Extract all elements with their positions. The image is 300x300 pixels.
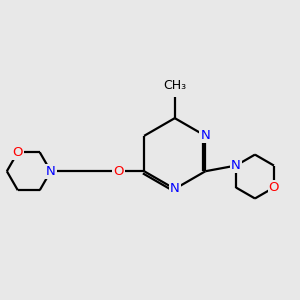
Text: N: N [46,165,56,178]
Text: N: N [231,159,241,172]
Text: CH₃: CH₃ [163,79,186,92]
Text: O: O [269,181,279,194]
Text: N: N [170,182,180,195]
Text: O: O [13,146,23,159]
Text: N: N [200,129,210,142]
Text: O: O [113,165,124,178]
